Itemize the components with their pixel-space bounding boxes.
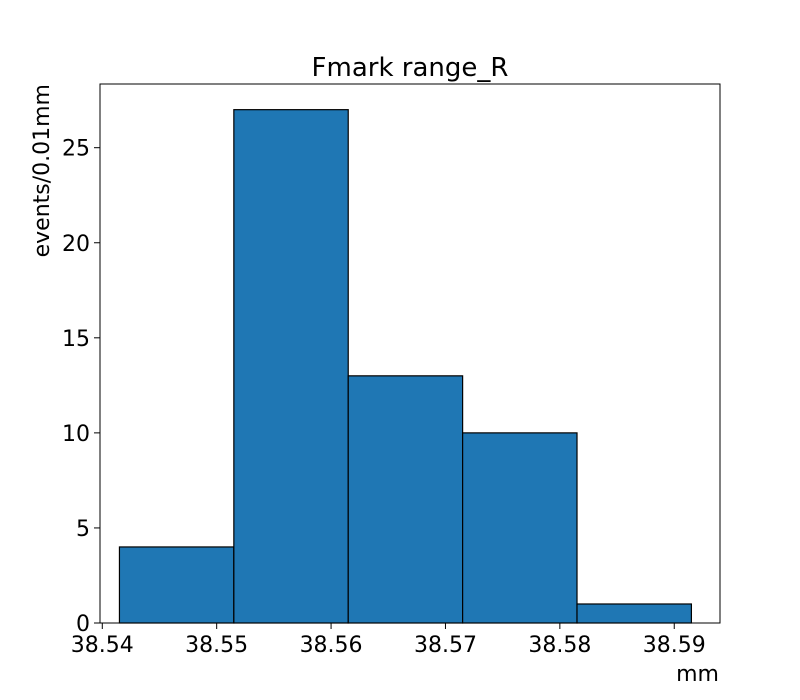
y-tick-label: 5	[76, 517, 90, 542]
y-axis-ticks: 0 5 10 15 20 25	[62, 137, 100, 637]
y-tick-label: 0	[76, 612, 90, 637]
y-tick-label: 25	[62, 137, 90, 162]
x-tick-label: 38.58	[528, 633, 591, 658]
plot-frame	[99, 83, 721, 624]
histogram-bar-3	[347, 375, 464, 624]
y-tick-label: 10	[62, 422, 90, 447]
x-axis-label: mm	[676, 662, 719, 687]
x-tick-label: 38.55	[185, 633, 248, 658]
x-axis-ticks: 38.54 38.55 38.56 38.57 38.58 38.59	[71, 623, 706, 658]
x-tick-label: 38.56	[300, 633, 363, 658]
x-tick-label: 38.59	[643, 633, 706, 658]
bars-group	[118, 109, 693, 624]
histogram-bar-4	[462, 432, 578, 624]
histogram-bar-5	[576, 603, 693, 624]
x-tick-label: 38.54	[71, 633, 134, 658]
y-axis-label: events/0.01mm	[30, 84, 55, 257]
histogram-bar-2	[233, 109, 349, 624]
y-tick-label: 15	[62, 327, 90, 352]
x-tick-label: 38.57	[414, 633, 477, 658]
y-tick-label: 20	[62, 232, 90, 257]
histogram-bar-1	[118, 546, 235, 624]
chart-title: Fmark range_R	[312, 53, 509, 83]
